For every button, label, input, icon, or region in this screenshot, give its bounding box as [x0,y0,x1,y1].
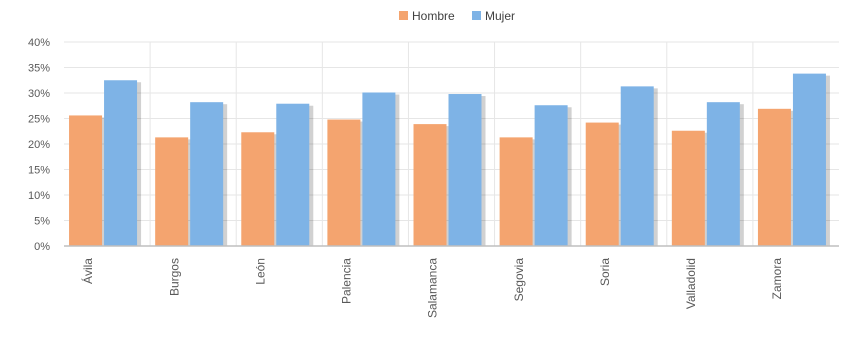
x-tick-label: Ávila [80,258,95,284]
x-tick-label: León [253,258,267,285]
bar-mujer [706,102,740,247]
x-axis-categories: Ávila Burgos León Palencia Salamanca Segovia S… [80,258,784,318]
bar-hombre [499,137,533,246]
bar-mujer [448,94,482,247]
x-tick-label: Burgos [167,258,181,296]
bar-mujer [534,105,568,247]
legend-swatch-hombre [399,11,408,20]
legend: Hombre Mujer [399,9,515,23]
legend-swatch-mujer [472,11,481,20]
y-tick-label: 20% [28,139,50,151]
y-tick-label: 35% [28,63,50,75]
y-axis-ticks: 0% 5% 10% 15% 20% 25% 30% 35% 40% [28,37,50,253]
y-tick-label: 0% [34,241,50,253]
legend-label: Hombre [412,9,455,23]
bar-hombre [241,132,275,246]
bar-mujer [104,80,138,246]
x-tick-label: Palencia [340,258,354,304]
bar-hombre [757,108,791,246]
bar-mujer [362,92,396,247]
bar-hombre [585,122,619,246]
y-tick-label: 5% [34,216,50,228]
y-tick-label: 30% [28,88,50,100]
x-tick-label: Zamora [770,258,784,300]
x-tick-label: Valladolid [684,258,698,309]
y-tick-label: 40% [28,37,50,49]
bar-hombre [413,124,447,246]
bar-mujer [792,73,826,247]
legend-label: Mujer [485,9,515,23]
y-tick-label: 10% [28,190,50,202]
bar-mujer [190,102,224,247]
bar-hombre [327,119,361,246]
bar-hombre [69,115,103,246]
bar-mujer [276,103,310,247]
x-tick-label: Segovia [512,258,526,302]
bars [69,73,830,247]
y-tick-label: 15% [28,165,50,177]
bar-mujer [620,86,654,247]
y-tick-label: 25% [28,114,50,126]
x-tick-label: Soria [598,258,612,286]
x-tick-label: Salamanca [426,258,440,318]
bar-hombre [155,137,189,246]
bar-hombre [671,130,705,246]
